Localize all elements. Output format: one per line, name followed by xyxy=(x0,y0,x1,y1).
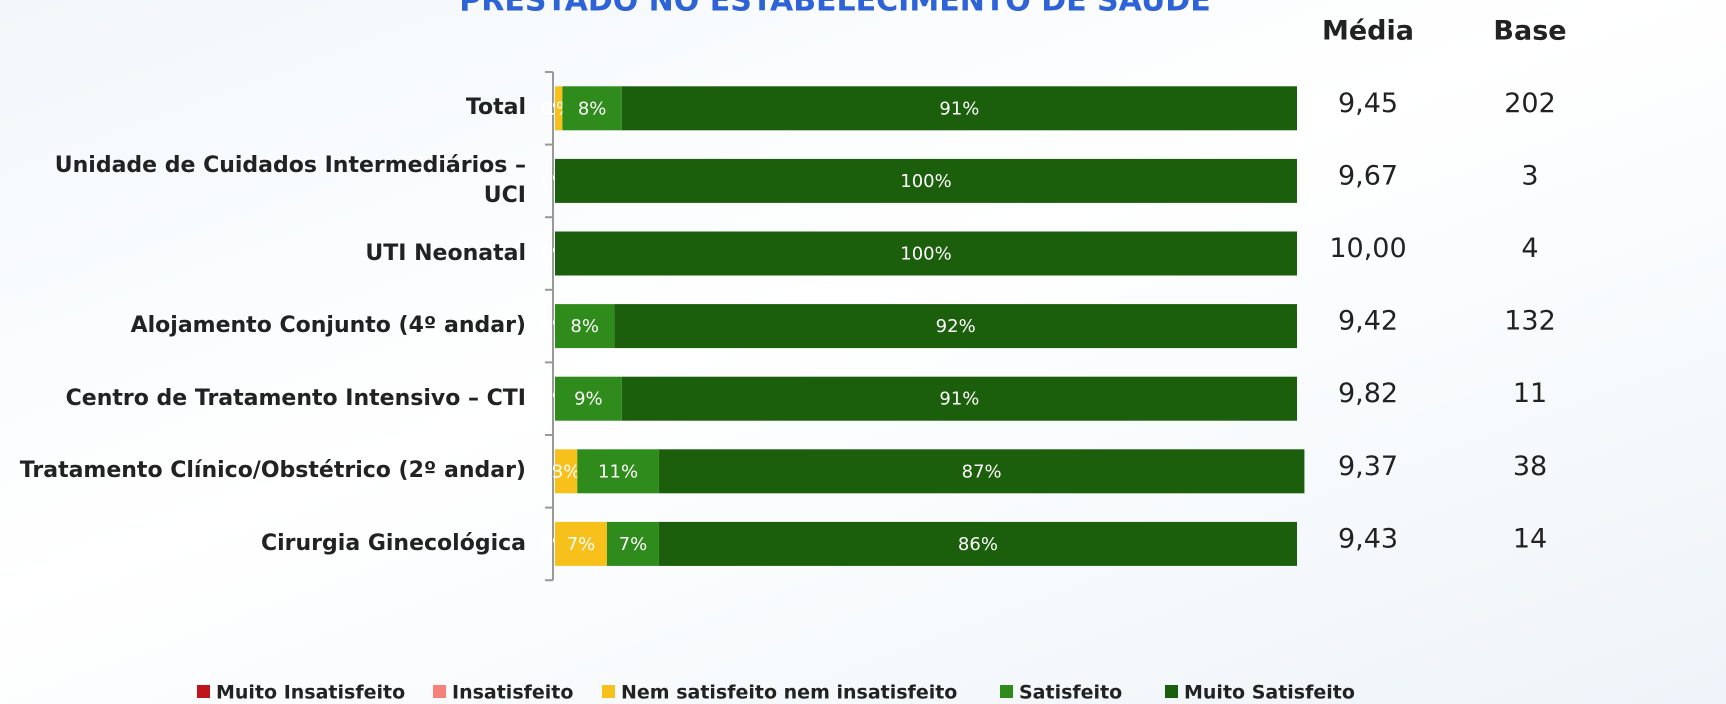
data-label: 8% xyxy=(570,316,599,337)
data-label: 100% xyxy=(900,244,951,265)
bar-segment xyxy=(555,231,1297,276)
category-label: Cirurgia Ginecológica xyxy=(260,530,526,556)
category-label: Tratamento Clínico/Obstétrico (2º andar) xyxy=(19,458,526,484)
media-value: 9,82 xyxy=(1338,378,1398,409)
legend-swatch xyxy=(433,685,446,698)
bar-segment xyxy=(577,449,659,494)
media-value: 9,45 xyxy=(1338,88,1398,119)
bar-segment xyxy=(555,376,622,421)
data-label: 87% xyxy=(962,461,1002,482)
legend-label: Muito Insatisfeito xyxy=(216,682,405,704)
data-label: 91% xyxy=(939,389,979,410)
media-value: 9,42 xyxy=(1338,306,1398,337)
data-label: 7% xyxy=(619,534,648,555)
legend-swatch xyxy=(1000,685,1013,698)
bar-segment xyxy=(658,449,1305,494)
data-label: 8% xyxy=(578,98,607,119)
base-value: 11 xyxy=(1513,378,1547,409)
base-header: Base xyxy=(1493,16,1566,47)
data-label: 100% xyxy=(900,171,951,192)
bar-segment xyxy=(555,521,607,566)
bar-segment xyxy=(555,158,1297,203)
bar-segment xyxy=(562,86,622,131)
data-label: 11% xyxy=(598,461,638,482)
category-label: Unidade de Cuidados Intermediários – UCI xyxy=(54,152,526,208)
media-value: 9,37 xyxy=(1338,451,1398,482)
legend-label: Satisfeito xyxy=(1019,682,1122,704)
legend-swatch xyxy=(1165,685,1178,698)
bar-segment xyxy=(555,449,578,494)
bar-segment xyxy=(606,521,659,566)
data-label: 86% xyxy=(958,534,998,555)
data-label: 9% xyxy=(574,389,603,410)
data-label: 91% xyxy=(939,98,979,119)
bar-segment xyxy=(555,304,615,349)
category-label: Total xyxy=(465,95,526,121)
media-value: 10,00 xyxy=(1329,233,1406,264)
data-label: 92% xyxy=(936,316,976,337)
bar-segment xyxy=(621,376,1297,421)
category-label: UTI Neonatal xyxy=(365,240,526,266)
base-value: 3 xyxy=(1521,160,1538,191)
category-label: Centro de Tratamento Intensivo – CTI xyxy=(65,385,526,411)
category-label: Alojamento Conjunto (4º andar) xyxy=(130,313,526,339)
media-value: 9,43 xyxy=(1338,523,1398,554)
legend-label: Insatisfeito xyxy=(452,682,573,704)
data-label: 7% xyxy=(567,534,596,555)
bar-segment xyxy=(614,304,1297,349)
base-value: 14 xyxy=(1513,523,1547,554)
media-header: Média xyxy=(1322,16,1414,47)
bar-segment xyxy=(555,86,563,131)
bar-segment xyxy=(658,521,1297,566)
bar-segment xyxy=(621,86,1297,131)
chart-title: PRESTADO NO ESTABELECIMENTO DE SAÚDE xyxy=(459,0,1210,19)
base-value: 38 xyxy=(1513,451,1547,482)
media-value: 9,67 xyxy=(1338,160,1398,191)
legend-swatch xyxy=(197,685,210,698)
data-label: 3% xyxy=(552,461,581,482)
base-value: 132 xyxy=(1504,306,1556,337)
base-value: 202 xyxy=(1504,88,1556,119)
legend-swatch xyxy=(602,685,615,698)
legend-label: Muito Satisfeito xyxy=(1184,682,1355,704)
base-value: 4 xyxy=(1521,233,1538,264)
legend-label: Nem satisfeito nem insatisfeito xyxy=(621,682,957,704)
